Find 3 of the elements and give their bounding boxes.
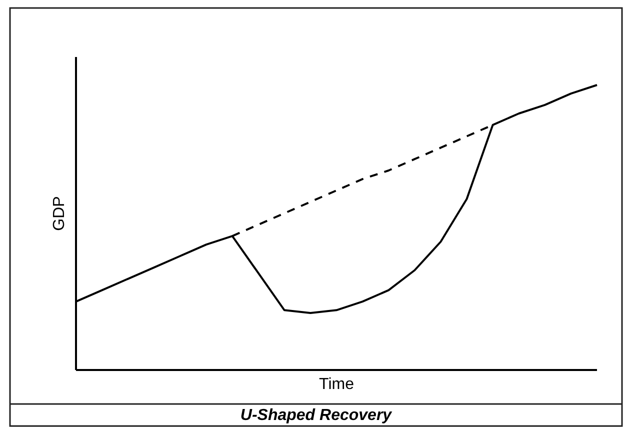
x-axis-title: Time <box>319 376 354 393</box>
text: U-Shaped Recovery <box>240 407 393 424</box>
y-axis-title: GDP <box>51 196 68 231</box>
